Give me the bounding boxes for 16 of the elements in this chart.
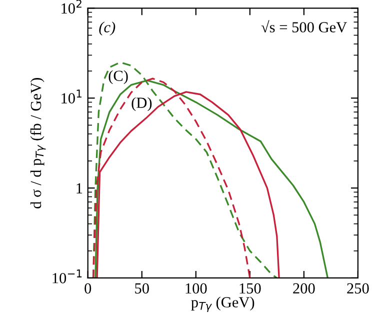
x-tick-label: 250 xyxy=(347,283,369,294)
y-axis-title: d σ / d p$_{Tγ}$ (fb / GeV) xyxy=(30,78,46,208)
y-tick-label: 10$^{2}$ xyxy=(62,0,82,14)
x-axis-title: p$_{Tγ}$ (GeV) xyxy=(191,296,254,312)
y-tick-label: 10$^{1}$ xyxy=(62,90,82,104)
x-tick-label: 0 xyxy=(84,283,92,294)
y-tick-label: 10$^{−1}$ xyxy=(52,270,82,284)
annotation: (c) xyxy=(99,22,116,36)
y-tick-label: 1 xyxy=(76,183,82,194)
annotation: (D) xyxy=(132,97,152,112)
x-tick-label: 150 xyxy=(240,283,261,294)
x-tick-label: 50 xyxy=(135,283,149,294)
annotation: √s = 500 GeV xyxy=(261,20,347,32)
x-tick-label: 100 xyxy=(186,283,207,294)
annotation: (C) xyxy=(108,70,128,84)
x-tick-label: 200 xyxy=(293,283,315,294)
